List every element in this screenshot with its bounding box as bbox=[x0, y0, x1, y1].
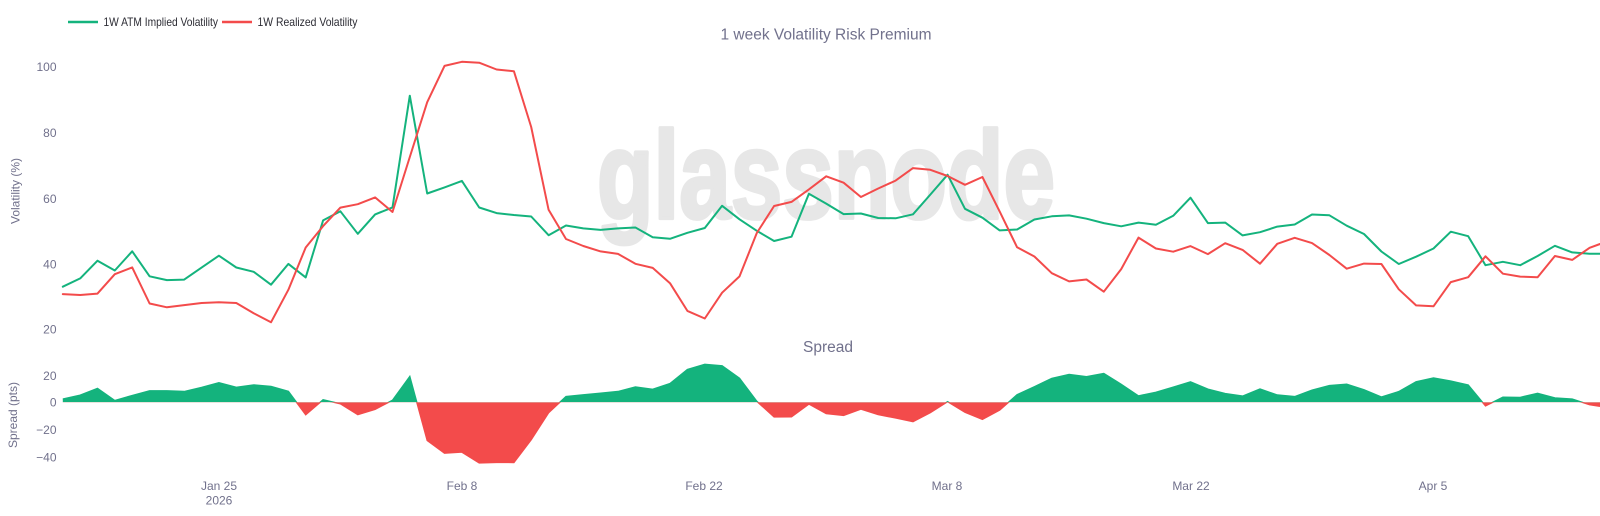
svg-text:80: 80 bbox=[43, 126, 57, 140]
svg-text:2026: 2026 bbox=[206, 494, 233, 508]
svg-text:20: 20 bbox=[43, 369, 57, 383]
svg-text:Feb 22: Feb 22 bbox=[685, 479, 723, 493]
svg-text:Apr 5: Apr 5 bbox=[1419, 479, 1448, 493]
svg-text:−20: −20 bbox=[36, 423, 57, 437]
svg-text:Volatility (%): Volatility (%) bbox=[9, 158, 23, 224]
svg-text:Mar 8: Mar 8 bbox=[932, 479, 963, 493]
svg-text:Mar 22: Mar 22 bbox=[1172, 479, 1210, 493]
svg-text:20: 20 bbox=[43, 323, 57, 337]
svg-text:Spread: Spread bbox=[803, 339, 853, 356]
svg-text:Spread (pts): Spread (pts) bbox=[6, 382, 20, 448]
svg-text:1W ATM Implied Volatility: 1W ATM Implied Volatility bbox=[104, 15, 219, 29]
svg-text:1W Realized Volatility: 1W Realized Volatility bbox=[258, 15, 358, 29]
svg-text:−40: −40 bbox=[36, 451, 57, 465]
svg-text:glassnode: glassnode bbox=[597, 105, 1055, 244]
svg-text:Feb 8: Feb 8 bbox=[447, 479, 478, 493]
svg-text:1 week Volatility Risk Premium: 1 week Volatility Risk Premium bbox=[720, 27, 931, 44]
svg-text:40: 40 bbox=[43, 258, 57, 272]
svg-text:100: 100 bbox=[36, 60, 56, 74]
svg-text:Jan 25: Jan 25 bbox=[201, 479, 237, 493]
svg-text:0: 0 bbox=[50, 396, 57, 410]
svg-text:60: 60 bbox=[43, 192, 57, 206]
